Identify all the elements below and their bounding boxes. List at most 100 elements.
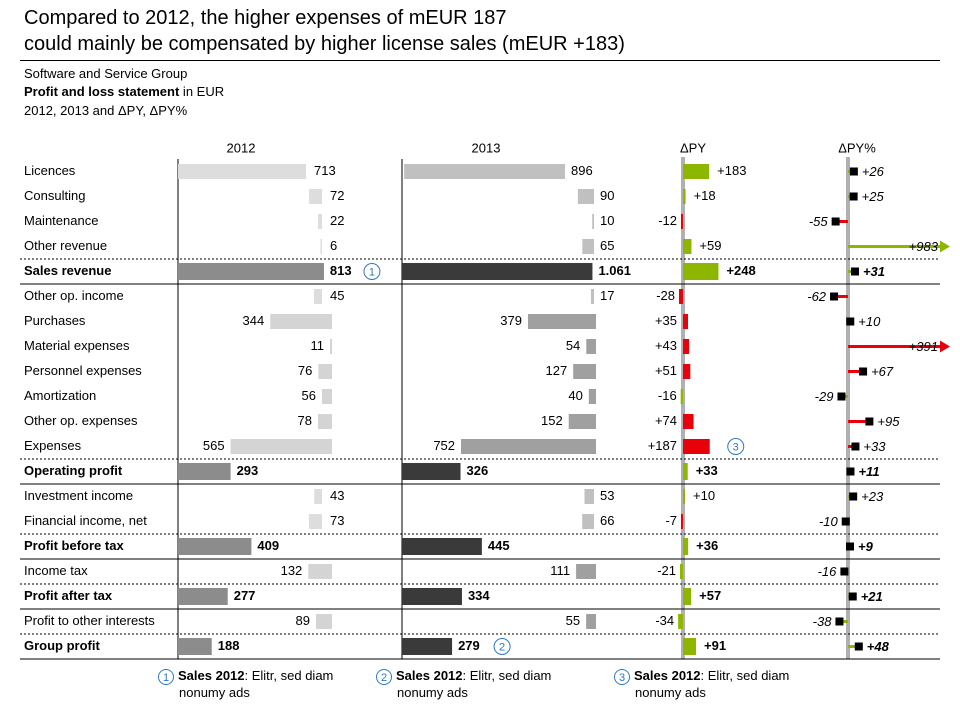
footnote-2: 2 Sales 2012: Elitr, sed diam nonumy ads [376,668,551,701]
column-header-2013: 2013 [472,140,501,155]
bar-2013 [402,463,461,480]
bar-2013 [573,364,596,379]
column-header-dpy-pct: ΔPY% [838,140,876,155]
value-2013: 55 [566,613,580,628]
marker-2012-label: 1 [369,266,375,278]
bar-2013 [582,239,594,254]
value-2013: 111 [550,563,570,578]
bar-dpy [678,614,683,629]
marker-dpy-label: 3 [733,441,739,453]
bar-2012 [178,538,252,555]
bar-2013 [461,439,596,454]
value-2013: 90 [600,188,614,203]
value-2013: 379 [500,313,522,328]
row-label: Financial income, net [24,513,147,528]
bar-2013 [592,214,594,229]
bar-dpy [683,339,690,354]
value-2013: 54 [566,338,580,353]
dot-dpy-pct [846,317,855,326]
value-dpy-pct: +9 [858,539,874,554]
value-dpy: +10 [693,488,715,503]
row-label: Personnel expenses [24,363,142,378]
bar-dpy [683,638,697,655]
row-label: Maintenance [24,213,98,228]
value-2012: 277 [234,588,256,603]
bar-2012 [316,614,332,629]
bar-2012 [317,414,332,429]
footnote-3-bold: Sales 2012 [634,668,701,683]
row-label: Sales revenue [24,263,111,278]
value-dpy-pct: +25 [862,189,885,204]
row-label: Profit to other interests [24,613,155,628]
footnote-3-text: : Elitr, sed diam [700,668,790,683]
value-2013: 53 [600,488,614,503]
value-2012: 188 [218,638,240,653]
bar-dpy [683,164,710,179]
value-2012: 56 [301,388,315,403]
value-2012: 713 [314,163,336,178]
title-rule [20,60,940,61]
dot-dpy-pct [846,467,855,476]
bar-dpy [683,439,710,454]
footnote-1-marker: 1 [158,668,174,685]
column-header-2012: 2012 [227,140,256,155]
value-dpy: +74 [655,413,677,428]
column-header-dpy: ΔPY [680,140,706,155]
bar-2013 [404,164,565,179]
value-2013: 326 [467,463,489,478]
value-2012: 409 [257,538,279,553]
footnote-2-bold: Sales 2012 [396,668,463,683]
footnote-1-bold: Sales 2012 [178,668,245,683]
bar-2012 [321,389,332,404]
value-2012: 73 [330,513,344,528]
marker-2013-label: 2 [499,641,505,653]
row-label: Profit before tax [24,538,124,553]
row-label: Other op. expenses [24,413,138,428]
value-dpy: +35 [655,313,677,328]
bar-dpy [678,289,683,304]
row-label: Consulting [24,188,85,203]
row-label: Profit after tax [24,588,113,603]
bar-2013 [576,564,596,579]
subtitle-statement: Profit and loss statement in EUR [24,83,224,100]
value-2013: 66 [600,513,614,528]
bar-dpy [683,414,694,429]
value-2012: 76 [298,363,312,378]
value-dpy: +57 [699,588,721,603]
bar-dpy [683,463,688,480]
footnote-3-text2: nonumy ads [635,684,706,700]
footnote-1-text: : Elitr, sed diam [244,668,334,683]
value-2012: 89 [296,613,310,628]
value-dpy-pct: +10 [858,314,881,329]
marker-dpy-circle [727,438,745,455]
bar-2012 [320,239,322,254]
value-dpy: +33 [696,463,718,478]
value-2013: 40 [568,388,582,403]
bar-2013 [402,538,482,555]
bar-2012 [318,214,322,229]
value-2013: 1.061 [598,263,631,278]
value-dpy: -34 [655,613,674,628]
footnote-1: 1 Sales 2012: Elitr, sed diam nonumy ads [158,668,333,701]
bar-dpy [681,514,683,529]
row-label: Expenses [24,438,82,453]
chart-title-line-1: Compared to 2012, the higher expenses of… [24,7,507,29]
bar-dpy [683,239,692,254]
value-dpy: +187 [648,438,677,453]
marker-2013-circle [493,638,511,655]
bar-2012 [178,588,228,605]
value-dpy-pct: +48 [867,639,890,654]
chart-title-line-2: could mainly be compensated by higher li… [24,33,625,55]
footnote-3-marker: 3 [614,668,630,685]
subtitle-statement-bold: Profit and loss statement [24,84,180,99]
bar-2012 [309,189,322,204]
row-label: Other op. income [24,288,124,303]
dot-dpy-pct [854,642,863,651]
value-2012: 22 [330,213,344,228]
value-2012: 6 [330,238,337,253]
value-dpy-pct: -10 [819,514,839,529]
value-dpy-pct: +95 [877,414,900,429]
bar-dpy [683,314,689,329]
bar-dpy [683,489,685,504]
value-2013: 10 [600,213,614,228]
